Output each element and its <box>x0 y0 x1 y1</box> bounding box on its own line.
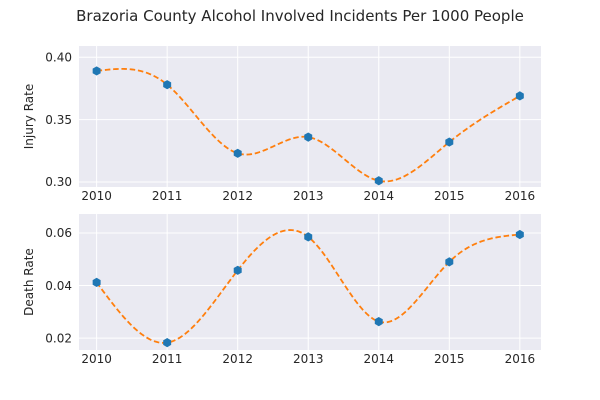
injury-y-axis-label: Injury Rate <box>22 84 36 149</box>
death-data-point <box>515 229 524 240</box>
death-y-axis-label: Death Rate <box>22 248 36 316</box>
death-x-tick-label: 2011 <box>152 352 183 366</box>
death-x-tick-label: 2012 <box>222 352 253 366</box>
death-data-point <box>163 338 172 348</box>
injury-rate-panel: 2010 2011 2012 2013 2014 2015 2016 0.30 0.35 0.40… <box>22 46 541 203</box>
injury-x-tick-label: 2011 <box>152 189 183 203</box>
chart-title: Brazoria County Alcohol Involved Inciden… <box>76 7 524 25</box>
death-data-point <box>233 265 242 275</box>
injury-x-tick-label: 2010 <box>81 189 112 203</box>
injury-y-tick-label: 0.40 <box>45 50 72 64</box>
injury-x-tick-label: 2012 <box>222 189 253 203</box>
injury-y-tick-label: 0.35 <box>45 113 72 127</box>
death-data-point <box>374 316 383 327</box>
injury-plot-area <box>79 46 541 187</box>
injury-data-point <box>304 132 313 142</box>
injury-x-tick-label: 2015 <box>434 189 465 203</box>
death-y-tick-label: 0.04 <box>45 279 72 293</box>
injury-data-point <box>445 137 454 147</box>
death-y-tick-label: 0.06 <box>45 226 72 240</box>
death-x-tick-label: 2014 <box>363 352 394 366</box>
death-rate-panel: 2010 2011 2012 2013 2014 2015 2016 0.02 0.04 0.06… <box>22 214 541 366</box>
injury-data-point <box>515 91 524 101</box>
death-data-point <box>445 257 454 267</box>
injury-y-tick-label: 0.30 <box>45 175 72 189</box>
injury-data-point <box>92 66 101 76</box>
death-y-tick-label: 0.02 <box>45 331 72 345</box>
death-x-tick-label: 2013 <box>293 352 324 366</box>
injury-x-tick-label: 2014 <box>363 189 394 203</box>
death-x-tick-label: 2010 <box>81 352 112 366</box>
injury-x-tick-label: 2016 <box>505 189 536 203</box>
death-data-point <box>92 277 101 287</box>
death-data-point <box>304 232 313 242</box>
injury-x-tick-label: 2013 <box>293 189 324 203</box>
injury-data-point <box>163 80 172 90</box>
death-x-tick-label: 2015 <box>434 352 465 366</box>
injury-data-point <box>374 176 383 186</box>
death-x-tick-label: 2016 <box>505 352 536 366</box>
injury-data-point <box>233 148 242 158</box>
